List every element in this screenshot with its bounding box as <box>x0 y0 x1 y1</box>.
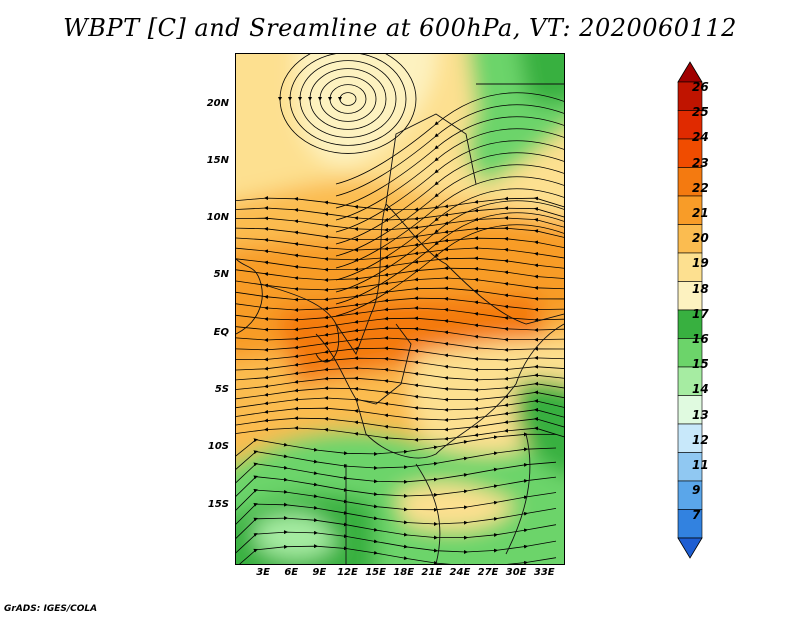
map-title: WBPT [C] and Sreamline at 600hPa, VT: 20… <box>63 14 737 42</box>
colorbar-label-18: 18 <box>692 281 709 296</box>
colorbar-swatch-1 <box>677 81 703 111</box>
colorbar-label-14: 14 <box>692 382 709 397</box>
coastlines-and-borders <box>236 83 564 564</box>
colorbar-bottom-arrow <box>677 537 703 559</box>
streamline-47 <box>335 176 564 269</box>
lon-label-21e: 21E <box>421 567 443 578</box>
lat-label-eq: EQ <box>213 326 229 338</box>
lon-label-3e: 3E <box>256 567 270 578</box>
lon-label-33e: 33E <box>533 567 555 578</box>
streamline-41 <box>335 104 564 197</box>
streamline-19 <box>236 386 564 402</box>
colorbar-swatch-15 <box>677 480 703 510</box>
lon-label-6e: 6E <box>284 567 299 578</box>
streamline-32 <box>239 544 557 564</box>
colorbar-swatch-9 <box>677 309 703 339</box>
colorbar-swatch-3 <box>677 138 703 168</box>
colorbar-label-15: 15 <box>692 357 709 372</box>
lon-label-24e: 24E <box>449 567 471 578</box>
colorbar-top-arrow <box>677 61 703 83</box>
lat-label-15n: 15N <box>206 154 229 166</box>
colorbar-label-17: 17 <box>692 306 709 321</box>
colorbar-label-23: 23 <box>692 155 709 170</box>
colorbar-label-12: 12 <box>692 432 709 447</box>
colorbar-label-22: 22 <box>692 180 709 195</box>
streamline-5 <box>236 246 564 262</box>
colorbar-label-24: 24 <box>692 130 709 145</box>
streamline-34 <box>328 84 367 114</box>
lon-label-27e: 27E <box>477 567 499 578</box>
colorbar-swatch-5 <box>677 195 703 225</box>
streamline-50 <box>335 212 564 305</box>
lon-label-15e: 15E <box>365 567 386 578</box>
lon-label-30e: 30E <box>505 567 527 578</box>
colorbar <box>677 61 703 559</box>
lat-label-20n: 20N <box>206 97 229 109</box>
colorbar-swatch-14 <box>677 452 703 482</box>
lat-label-5n: 5N <box>213 269 229 281</box>
streamline-43 <box>335 128 564 221</box>
streamline-51 <box>335 224 564 317</box>
colorbar-swatch-12 <box>677 395 703 425</box>
colorbar-label-16: 16 <box>692 332 709 346</box>
colorbar-label-21: 21 <box>692 206 709 220</box>
lat-label-15s: 15S <box>207 498 229 510</box>
streamline-45 <box>335 152 564 245</box>
streamline-20 <box>236 396 564 412</box>
colorbar-label-25: 25 <box>692 105 709 120</box>
streamline-6 <box>236 256 564 272</box>
colorbar-label-19: 19 <box>692 256 709 271</box>
colorbar-label-26: 26 <box>692 80 709 94</box>
streamline-39 <box>278 54 417 154</box>
grads-credit: GrADS: IGES/COLA <box>4 604 98 614</box>
wbpt-field-map <box>236 54 564 564</box>
lat-label-10n: 10N <box>206 212 229 224</box>
colorbar-label-7: 7 <box>692 508 701 523</box>
colorbar-label-9: 9 <box>692 483 701 498</box>
colorbar-label-11: 11 <box>692 458 709 472</box>
streamline-44 <box>335 140 564 233</box>
colorbar-label-20: 20 <box>692 231 709 246</box>
colorbar-swatch-6 <box>677 224 703 254</box>
colorbar-label-13: 13 <box>692 407 709 422</box>
streamline-38 <box>288 54 407 146</box>
colorbar-swatch-2 <box>677 110 703 140</box>
streamline-36 <box>308 68 387 130</box>
streamline-33 <box>338 92 357 106</box>
lat-label-5s: 5S <box>214 384 229 396</box>
streamline-48 <box>335 188 564 281</box>
streamlines <box>236 54 564 564</box>
colorbar-swatch-11 <box>677 366 703 396</box>
colorbar-swatch-8 <box>677 281 703 311</box>
streamline-49 <box>335 200 564 293</box>
streamline-35 <box>318 76 377 122</box>
lon-label-12e: 12E <box>337 567 358 578</box>
lon-label-9e: 9E <box>312 567 327 578</box>
map-panel <box>235 53 565 565</box>
colorbar-swatch-10 <box>677 338 703 368</box>
streamline-40 <box>335 92 564 185</box>
streamline-42 <box>335 116 564 209</box>
streamline-46 <box>335 164 564 257</box>
lat-label-10s: 10S <box>207 441 229 453</box>
lon-label-18e: 18E <box>393 567 415 578</box>
